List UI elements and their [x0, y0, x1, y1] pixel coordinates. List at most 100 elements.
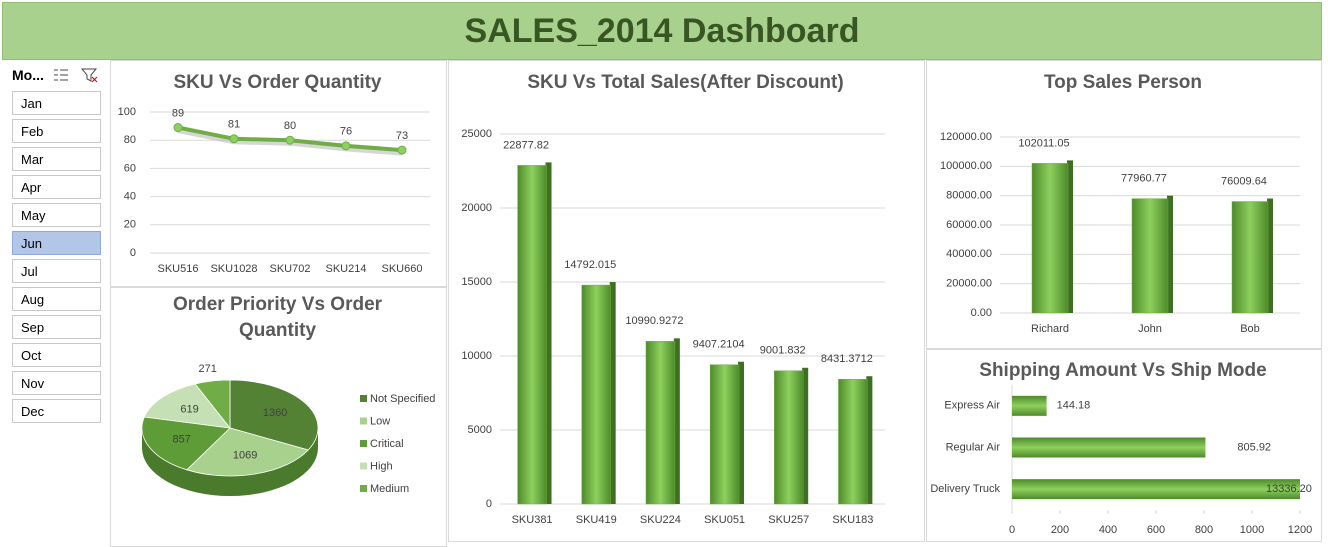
- pie-slice: [194, 379, 231, 430]
- slicer-item[interactable]: Sep: [12, 315, 101, 339]
- x-tick-label: SKU183: [832, 514, 873, 526]
- bar-side: [1267, 198, 1273, 313]
- slicer-item[interactable]: Feb: [12, 119, 101, 143]
- data-label: 144.18: [1057, 400, 1091, 412]
- chart-title: Order Priority Vs Order Quantity: [172, 294, 383, 341]
- data-label: 805.92: [1237, 441, 1271, 453]
- chart-title: Shipping Amount Vs Ship Mode: [979, 360, 1267, 381]
- x-tick-label: 1000: [1240, 524, 1264, 536]
- x-tick-label: John: [1138, 323, 1162, 335]
- slicer-header: Mo...: [8, 63, 104, 87]
- data-label: 9001.832: [760, 345, 806, 357]
- panel: [110, 60, 447, 287]
- x-tick-label: 0: [1009, 524, 1015, 536]
- data-label: 80: [284, 120, 296, 132]
- dashboard-title: SALES_2014 Dashboard: [2, 2, 1322, 60]
- data-label: 9407.2104: [693, 339, 745, 351]
- legend-label: Not Specified: [370, 393, 435, 405]
- slicer-icons: [54, 68, 98, 83]
- data-label: 271: [199, 363, 217, 375]
- slicer-item[interactable]: Jun: [12, 231, 101, 255]
- slicer-item[interactable]: May: [12, 203, 101, 227]
- legend-swatch: [360, 395, 367, 402]
- data-label: 857: [172, 433, 190, 445]
- y-tick-label: 40: [124, 191, 136, 203]
- data-label: 1069: [233, 449, 257, 461]
- legend-swatch: [360, 417, 367, 425]
- data-label: 619: [180, 403, 198, 415]
- bar: [774, 370, 804, 505]
- data-label: 1360: [263, 407, 287, 419]
- legend-label: High: [370, 460, 393, 472]
- slicer-item[interactable]: Mar: [12, 147, 101, 171]
- bar: [1012, 395, 1047, 416]
- data-label: 102011.05: [1018, 137, 1069, 149]
- bars: [1012, 395, 1300, 500]
- y-tick-label: 15000: [461, 276, 492, 288]
- data-label: 73: [396, 130, 408, 142]
- chart-title: Top Sales Person: [1043, 72, 1203, 93]
- y-tick-label: 20: [124, 219, 136, 231]
- bar-side: [802, 367, 809, 504]
- data-label: 14792.015: [564, 259, 616, 271]
- x-tick-label: SKU257: [768, 514, 809, 526]
- bar: [709, 364, 740, 505]
- point: [285, 135, 295, 145]
- chart-title: SKU Vs Order Quantity: [173, 72, 382, 93]
- y-tick-label: 60: [124, 162, 136, 174]
- bar: [1031, 163, 1069, 314]
- slicer-item[interactable]: Jan: [12, 91, 101, 115]
- y-tick-label: 120000.00: [940, 131, 992, 143]
- data-label: 8431.3712: [821, 353, 873, 365]
- y-tick-label: 100: [118, 106, 136, 118]
- x-tick-label: SKU702: [270, 263, 311, 275]
- slicer-title: Mo...: [12, 67, 44, 83]
- bar: [581, 284, 611, 505]
- bar: [1012, 437, 1206, 458]
- data-label: 76009.64: [1221, 175, 1267, 187]
- y-tick-label: 60000.00: [946, 219, 992, 231]
- slicer-item[interactable]: Nov: [12, 371, 101, 395]
- data-label: 10990.9272: [625, 315, 683, 327]
- bar-side: [738, 361, 745, 504]
- x-tick-label: SKU214: [326, 263, 367, 275]
- slicer-item[interactable]: Apr: [12, 175, 101, 199]
- bar-side: [609, 282, 616, 504]
- bar-side: [673, 338, 680, 504]
- x-tick-label: 400: [1099, 524, 1117, 536]
- x-tick-label: 200: [1051, 524, 1069, 536]
- y-tick-label: 20000.00: [946, 278, 992, 290]
- x-tick-label: 800: [1195, 524, 1213, 536]
- point: [397, 145, 407, 155]
- legend-label: Medium: [370, 483, 409, 495]
- x-tick-label: Bob: [1240, 323, 1260, 335]
- point: [173, 123, 183, 133]
- y-tick-label: 0: [486, 498, 492, 510]
- pie-slice: [141, 416, 231, 471]
- data-label: 76: [340, 126, 352, 138]
- slicer-item[interactable]: Dec: [12, 399, 101, 423]
- y-tick-label: 0: [130, 247, 136, 259]
- pie-slice: [186, 427, 309, 477]
- bar: [517, 165, 547, 505]
- pie-slice: [143, 383, 231, 429]
- y-tick-label: 10000: [461, 350, 492, 362]
- x-tick-label: SKU516: [158, 263, 199, 275]
- point: [341, 141, 351, 151]
- legend-label: Low: [370, 415, 390, 427]
- y-tick-label: 80: [124, 134, 136, 146]
- slicer-item[interactable]: Jul: [12, 259, 101, 283]
- slicer-item[interactable]: Aug: [12, 287, 101, 311]
- x-tick-label: Richard: [1031, 323, 1069, 335]
- data-label: 22877.82: [503, 139, 549, 151]
- x-tick-label: SKU419: [576, 514, 617, 526]
- y-tick-label: 80000.00: [946, 190, 992, 202]
- y-tick-label: 0.00: [971, 307, 992, 319]
- bar-side: [545, 162, 552, 504]
- y-tick-label: Delivery Truck: [930, 483, 1000, 495]
- data-label: 81: [228, 119, 240, 131]
- slicer-item[interactable]: Oct: [12, 343, 101, 367]
- bar-side: [1167, 195, 1173, 313]
- legend-swatch: [360, 462, 367, 470]
